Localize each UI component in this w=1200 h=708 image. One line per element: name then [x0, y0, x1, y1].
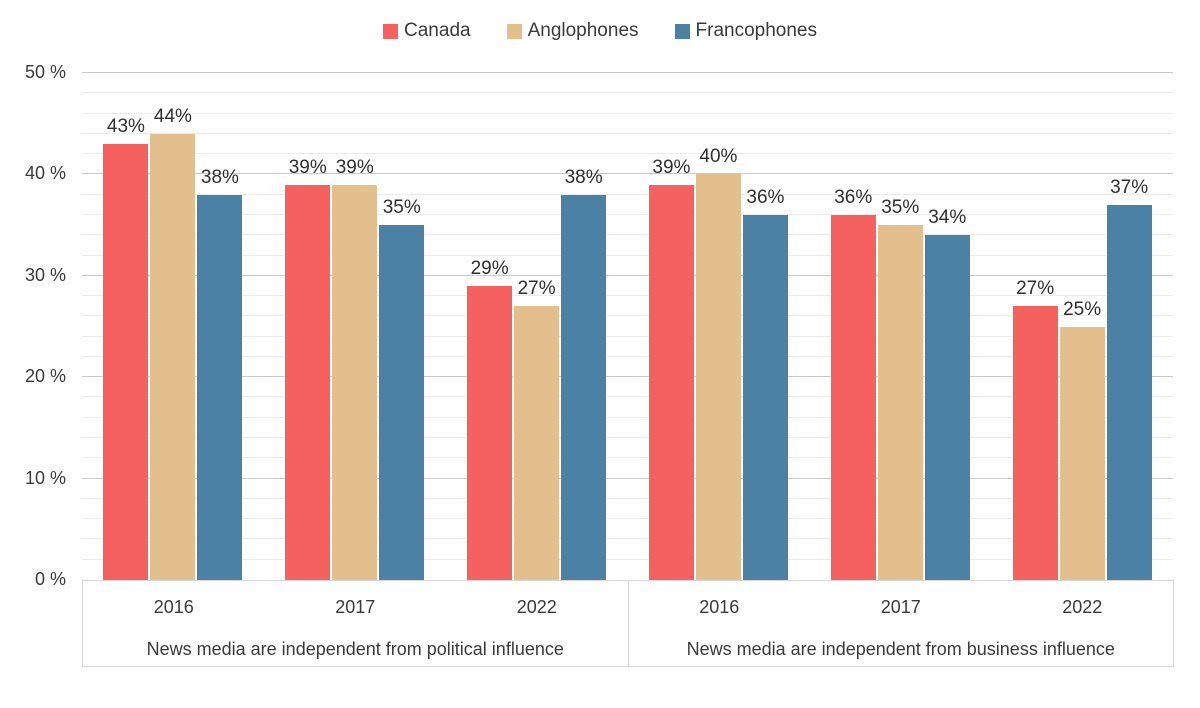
- legend-item-francophones: Francophones: [674, 20, 817, 42]
- bar-francophones-2017: [924, 235, 970, 580]
- minor-gridline: [82, 153, 1173, 155]
- minor-gridline: [82, 254, 1173, 256]
- bar-value-label: 27%: [517, 278, 556, 300]
- minor-gridline: [82, 295, 1173, 297]
- minor-gridline: [82, 558, 1173, 560]
- minor-gridline: [82, 518, 1173, 520]
- bar-value-label: 29%: [470, 257, 509, 279]
- minor-gridline: [82, 416, 1173, 418]
- major-gridline: [82, 173, 1173, 175]
- bar-value-label: 43%: [106, 115, 145, 137]
- bar-value-label: 35%: [382, 197, 421, 219]
- year-label: 2022: [1062, 596, 1103, 617]
- legend: Canada Anglophones Francophones: [0, 20, 1200, 42]
- y-tick-label: 40 %: [24, 163, 66, 184]
- major-gridline: [82, 274, 1173, 276]
- year-label: 2017: [335, 596, 376, 617]
- bar-value-label: 44%: [153, 105, 192, 127]
- major-gridline: [82, 72, 1173, 73]
- y-tick-label: 20 %: [24, 366, 66, 387]
- y-tick-label: 50 %: [24, 62, 66, 82]
- bar-canada-2016: [648, 184, 694, 580]
- bar-anglophones-2017: [877, 225, 923, 580]
- minor-gridline: [82, 396, 1173, 398]
- year-label: 2017: [880, 596, 921, 617]
- bar-value-label: 37%: [1110, 176, 1149, 198]
- year-label: 2016: [699, 596, 740, 617]
- year-labels: 2016 2017 2022: [83, 581, 628, 633]
- bar-value-label: 36%: [834, 186, 873, 208]
- bar-value-label: 36%: [746, 186, 785, 208]
- bar-value-label: 39%: [335, 156, 374, 178]
- bar-anglophones-2017: [332, 184, 378, 580]
- bar-value-label: 40%: [699, 146, 738, 168]
- bar-francophones-2016: [742, 214, 788, 580]
- francophones-swatch-icon: [674, 23, 690, 39]
- bar-value-label: 39%: [652, 156, 691, 178]
- bar-value-label: 38%: [564, 166, 603, 188]
- bar-value-label: 39%: [288, 156, 327, 178]
- legend-label: Francophones: [695, 20, 817, 41]
- bar-anglophones-2016: [695, 174, 741, 580]
- year-label: 2016: [153, 596, 194, 617]
- bar-canada-2017: [830, 214, 876, 580]
- minor-gridline: [82, 315, 1173, 317]
- bar-francophones-2017: [379, 225, 425, 580]
- minor-gridline: [82, 335, 1173, 337]
- bar-anglophones-2016: [150, 133, 196, 580]
- category-panel-business: 2016 2017 2022 News media are independen…: [627, 581, 1174, 666]
- year-label: 2022: [516, 596, 557, 617]
- category-panel-political: 2016 2017 2022 News media are independen…: [83, 581, 628, 666]
- bar-value-label: 38%: [200, 166, 239, 188]
- bar-francophones-2016: [197, 194, 243, 580]
- canada-swatch-icon: [383, 23, 399, 39]
- legend-label: Anglophones: [527, 20, 639, 41]
- minor-gridline: [82, 355, 1173, 357]
- legend-item-anglophones: Anglophones: [506, 20, 639, 42]
- minor-gridline: [82, 234, 1173, 236]
- bar-canada-2017: [285, 184, 331, 580]
- bar-canada-2022: [1012, 306, 1058, 580]
- y-tick-label: 30 %: [24, 264, 66, 285]
- bar-francophones-2022: [561, 194, 607, 580]
- y-tick-label: 10 %: [24, 467, 66, 488]
- bar-value-label: 25%: [1063, 298, 1102, 320]
- minor-gridline: [82, 193, 1173, 195]
- category-axis: 2016 2017 2022 News media are independen…: [82, 580, 1174, 667]
- minor-gridline: [82, 92, 1173, 94]
- minor-gridline: [82, 112, 1173, 114]
- minor-gridline: [82, 132, 1173, 134]
- bar-anglophones-2022: [1059, 326, 1105, 580]
- bar-value-label: 27%: [1016, 278, 1055, 300]
- legend-item-canada: Canada: [383, 20, 471, 42]
- anglophones-swatch-icon: [506, 23, 522, 39]
- minor-gridline: [82, 437, 1173, 439]
- minor-gridline: [82, 497, 1173, 499]
- bar-francophones-2022: [1106, 204, 1152, 580]
- category-label: News media are independent from politica…: [146, 639, 564, 659]
- y-tick-label: 0 %: [34, 569, 66, 589]
- bar-anglophones-2022: [514, 306, 560, 580]
- minor-gridline: [82, 538, 1173, 540]
- bar-canada-2016: [103, 143, 149, 580]
- year-labels: 2016 2017 2022: [629, 581, 1174, 633]
- legend-label: Canada: [404, 20, 471, 41]
- bar-value-label: 35%: [881, 197, 920, 219]
- minor-gridline: [82, 213, 1173, 215]
- major-gridline: [82, 477, 1173, 479]
- major-gridline: [82, 376, 1173, 378]
- minor-gridline: [82, 457, 1173, 459]
- category-label: News media are independent from business…: [686, 639, 1115, 659]
- bar-canada-2022: [467, 285, 513, 580]
- bar-value-label: 34%: [928, 207, 967, 229]
- plot-area: 43% 44% 38% 39% 39% 35% 29% 27% 38% 39% 40% 36% 36% 3…: [82, 72, 1173, 580]
